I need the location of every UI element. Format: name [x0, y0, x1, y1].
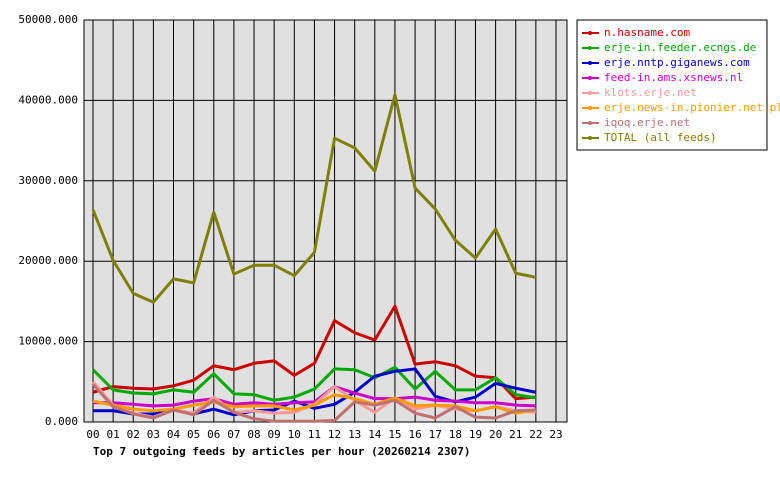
- x-tick-label: 16: [408, 428, 421, 441]
- chart-title: Top 7 outgoing feeds by articles per hou…: [93, 445, 471, 458]
- x-tick-label: 00: [86, 428, 99, 441]
- x-tick-label: 22: [529, 428, 542, 441]
- series-line: [92, 393, 537, 415]
- x-tick-label: 04: [167, 428, 181, 441]
- legend-box: [576, 19, 768, 151]
- x-tick-label: 17: [429, 428, 442, 441]
- x-tick-label: 23: [549, 428, 562, 441]
- legend-label: erje.nntp.giganews.com: [604, 56, 750, 69]
- x-tick-label: 06: [207, 428, 220, 441]
- legend-label: n.hasname.com: [604, 26, 690, 39]
- x-tick-label: 03: [147, 428, 160, 441]
- legend-label: iqoq.erje.net: [604, 116, 690, 129]
- series-line: [91, 93, 537, 304]
- x-tick-label: 01: [107, 428, 120, 441]
- x-tick-label: 08: [247, 428, 260, 441]
- y-tick-label: 10000.000: [18, 335, 78, 348]
- x-tick-label: 18: [449, 428, 462, 441]
- legend-dot: [588, 46, 592, 50]
- y-tick-label: 50000.000: [18, 13, 78, 26]
- x-tick-label: 15: [388, 428, 401, 441]
- y-tick-label: 40000.000: [18, 93, 78, 106]
- x-tick-label: 02: [127, 428, 140, 441]
- legend-dot: [588, 31, 592, 35]
- legend-dot: [588, 61, 592, 65]
- x-tick-label: 12: [328, 428, 341, 441]
- legend-dot: [588, 136, 592, 140]
- legend-label: TOTAL (all feeds): [604, 131, 717, 144]
- x-tick-label: 20: [489, 428, 502, 441]
- legend-label: erje.news-in.pionier.net.pl: [604, 101, 780, 114]
- legend-label: feed-in.ams.xsnews.nl: [604, 71, 743, 84]
- x-tick-label: 11: [308, 428, 321, 441]
- legend-dot: [588, 106, 592, 110]
- legend-label: klots.erje.net: [604, 86, 697, 99]
- legend-dot: [588, 76, 592, 80]
- y-tick-label: 0.000: [45, 415, 78, 428]
- y-tick-label: 30000.000: [18, 174, 78, 187]
- series-line: [92, 304, 536, 401]
- series-line: [91, 383, 536, 423]
- x-tick-label: 21: [509, 428, 522, 441]
- y-tick-label: 20000.000: [18, 254, 78, 267]
- x-tick-label: 19: [469, 428, 482, 441]
- x-tick-label: 10: [288, 428, 301, 441]
- series-line: [91, 365, 537, 402]
- legend-dot: [588, 91, 592, 95]
- x-tick-label: 09: [268, 428, 281, 441]
- x-tick-label: 13: [348, 428, 361, 441]
- legend-label: erje-in.feeder.ecngs.de: [604, 41, 756, 54]
- x-tick-label: 05: [187, 428, 200, 441]
- legend-dot: [588, 121, 592, 125]
- series-line: [93, 385, 536, 408]
- x-tick-label: 14: [368, 428, 382, 441]
- x-tick-label: 07: [227, 428, 240, 441]
- plot-area: [84, 20, 567, 422]
